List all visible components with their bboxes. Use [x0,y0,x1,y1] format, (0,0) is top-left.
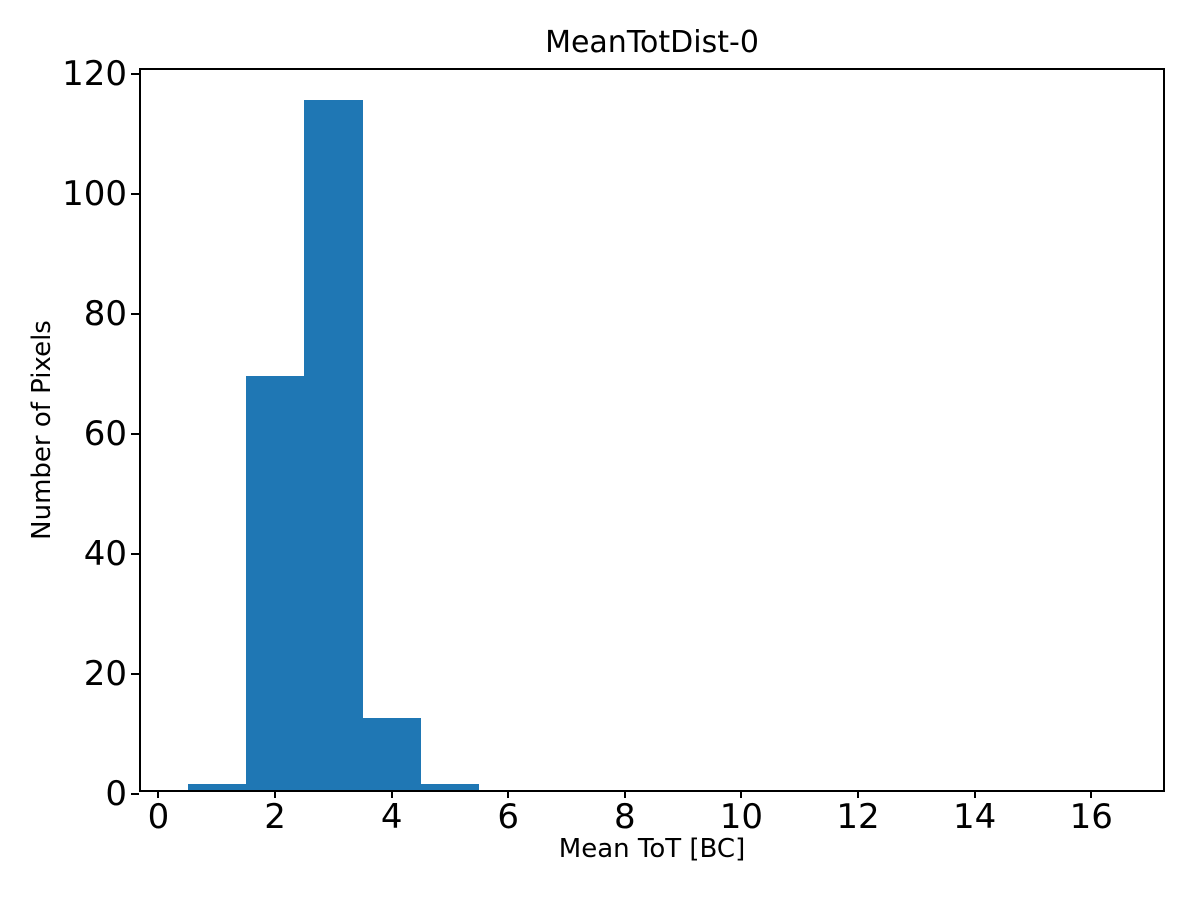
y-tick-mark [131,553,139,556]
x-tick-label: 14 [952,797,997,837]
y-tick-mark [131,433,139,436]
y-tick-mark [131,313,139,316]
x-axis-label: Mean ToT [BC] [558,834,746,864]
y-tick-mark [131,793,139,795]
x-tick-label: 12 [836,797,880,837]
y-tick-label: 40 [83,534,127,575]
y-tick-label: 20 [83,654,127,695]
histogram-bar [362,718,421,790]
y-axis-label: Number of Pixels [27,320,57,540]
x-tick-label: 6 [497,797,520,837]
x-tick-label: 4 [380,797,403,837]
x-tick-label: 8 [614,797,636,837]
y-tick-label: 60 [83,414,127,455]
x-tick-mark [857,790,860,798]
histogram-bar [187,784,246,790]
y-tick-mark [131,193,139,196]
x-tick-mark [390,790,393,798]
x-tick-label: 16 [1069,797,1113,837]
x-tick-mark [157,790,160,798]
chart-title: MeanTotDist-0 [545,25,759,60]
x-tick-mark [507,790,510,798]
x-tick-label: 10 [719,797,764,837]
x-tick-label: 2 [264,797,286,837]
x-tick-mark [740,790,743,798]
plot-area: 0 2 4 6 8 10 12 14 16 0 20 40 60 80 100 120 [62,57,1165,834]
y-tick-label: 120 [62,54,127,95]
x-tick-mark [623,790,626,798]
x-tick-mark [274,790,277,798]
x-tick-mark [973,790,976,798]
y-tick-label: 100 [62,174,127,215]
x-tick-label: 0 [147,797,170,837]
y-tick-label: 80 [83,294,127,335]
y-tick-label: 0 [105,774,127,814]
histogram-bar [304,100,363,790]
y-tick-mark [131,673,139,676]
x-tick-mark [1090,790,1093,798]
histogram-bar [420,784,480,790]
y-tick-mark [131,73,139,76]
histogram-bar [245,376,305,790]
